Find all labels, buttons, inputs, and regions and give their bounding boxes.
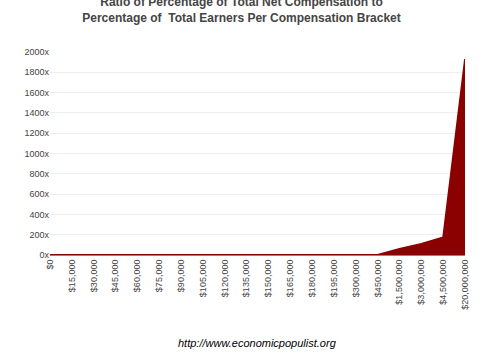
svg-text:$60,000: $60,000 [132,260,142,293]
svg-text:$90,000: $90,000 [176,260,186,293]
svg-text:$150,000: $150,000 [263,260,273,298]
svg-text:$75,000: $75,000 [154,260,164,293]
svg-text:$120,000: $120,000 [220,260,230,298]
svg-text:Ratio of Percentage of Total N: Ratio of Percentage of Total Net Compens… [82,0,401,25]
svg-text:$450,000: $450,000 [373,260,383,298]
svg-text:$20,000,000: $20,000,000 [460,260,470,310]
svg-text:0x: 0x [39,250,49,260]
svg-text:$4,500,000: $4,500,000 [438,260,448,305]
svg-text:1400x: 1400x [24,108,49,118]
svg-text:600x: 600x [29,189,49,199]
svg-text:2000x: 2000x [24,47,49,57]
svg-text:$1,500,000: $1,500,000 [394,260,404,305]
svg-text:$165,000: $165,000 [285,260,295,298]
svg-text:1800x: 1800x [24,67,49,77]
svg-text:1200x: 1200x [24,128,49,138]
svg-text:$195,000: $195,000 [329,260,339,298]
svg-text:400x: 400x [29,210,49,220]
svg-text:http://www.economicpopulist.or: http://www.economicpopulist.org [178,337,337,349]
svg-text:800x: 800x [29,169,49,179]
svg-text:$15,000: $15,000 [67,260,77,293]
svg-text:$105,000: $105,000 [198,260,208,298]
svg-text:$0: $0 [45,260,55,270]
svg-text:1600x: 1600x [24,88,49,98]
svg-text:$180,000: $180,000 [307,260,317,298]
svg-text:$135,000: $135,000 [242,260,252,298]
svg-text:$45,000: $45,000 [110,260,120,293]
svg-text:1000x: 1000x [24,149,49,159]
svg-text:200x: 200x [29,230,49,240]
svg-text:$30,000: $30,000 [89,260,99,293]
svg-text:$300,000: $300,000 [351,260,361,298]
svg-text:$3,000,000: $3,000,000 [416,260,426,305]
